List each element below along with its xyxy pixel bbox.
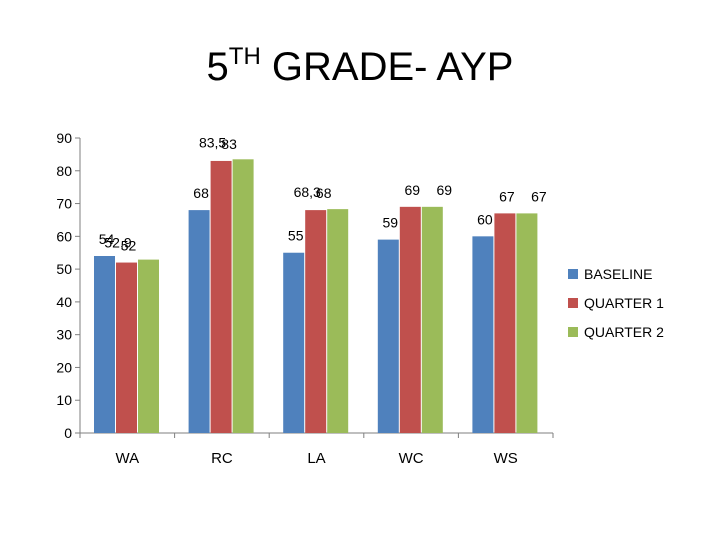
- data-label: 52: [121, 238, 137, 254]
- chart-title-superscript: TH: [229, 43, 261, 70]
- data-label: 83: [221, 136, 237, 152]
- x-tick-label: WA: [115, 450, 139, 467]
- y-tick-label: 40: [56, 294, 72, 310]
- bar: [94, 256, 115, 433]
- legend-label: BASELINE: [584, 266, 652, 282]
- data-label: 60: [477, 211, 493, 227]
- bar: [305, 210, 327, 433]
- bar: [232, 159, 254, 434]
- data-label: 52,9: [104, 235, 131, 251]
- y-tick-label: 20: [56, 359, 72, 375]
- y-tick-label: 30: [56, 327, 72, 343]
- bar: [421, 206, 443, 433]
- x-tick-label: LA: [307, 450, 325, 467]
- bars: [94, 159, 538, 434]
- bar: [399, 206, 421, 433]
- bar: [210, 160, 232, 433]
- data-label: 59: [383, 215, 399, 231]
- data-label: 67: [531, 188, 547, 204]
- chart-title-main: 5: [207, 45, 229, 89]
- data-labels: 54 68 55 59 60 52 83 68 69 67 52,9 83,5 68,3 69 67: [99, 134, 547, 253]
- data-label: 55: [288, 228, 304, 244]
- x-tick-label: WC: [399, 450, 424, 467]
- legend-swatch: [568, 269, 578, 279]
- bar: [138, 259, 159, 433]
- data-label: 68: [316, 185, 332, 201]
- bar: [283, 252, 305, 433]
- data-label: 67: [499, 188, 515, 204]
- x-tick-label: RC: [211, 450, 233, 467]
- y-tick-label: 70: [56, 196, 72, 212]
- chart-title: 5TH GRADE- AYP: [207, 43, 514, 89]
- bar: [377, 239, 399, 433]
- data-label: 68: [193, 185, 209, 201]
- legend-swatch: [568, 298, 578, 308]
- bar: [494, 213, 516, 433]
- data-label: 69: [405, 182, 421, 198]
- legend-label: QUARTER 2: [584, 324, 664, 340]
- y-tick-label: 0: [64, 425, 72, 441]
- y-tick-label: 90: [56, 130, 72, 146]
- data-label: 69: [437, 182, 453, 198]
- axes: 0 10 20 30 40 50 60 70 80 90 WA RC LA WC WS: [56, 130, 554, 467]
- y-tick-label: 10: [56, 392, 72, 408]
- legend-swatch: [568, 327, 578, 337]
- bar: [327, 209, 349, 433]
- legend: BASELINE QUARTER 1 QUARTER 2: [568, 266, 664, 340]
- bar: [516, 213, 538, 433]
- y-tick-label: 50: [56, 261, 72, 277]
- legend-label: QUARTER 1: [584, 295, 664, 311]
- y-tick-label: 80: [56, 163, 72, 179]
- data-label: 68,3: [294, 184, 321, 200]
- bar: [116, 262, 137, 433]
- x-tick-label: WS: [494, 450, 518, 467]
- data-label: 83,5: [199, 134, 226, 150]
- chart-title-rest: GRADE- AYP: [261, 45, 514, 89]
- data-label: 54: [99, 231, 115, 247]
- bar: [188, 210, 210, 433]
- y-tick-label: 60: [56, 228, 72, 244]
- bar: [472, 236, 494, 433]
